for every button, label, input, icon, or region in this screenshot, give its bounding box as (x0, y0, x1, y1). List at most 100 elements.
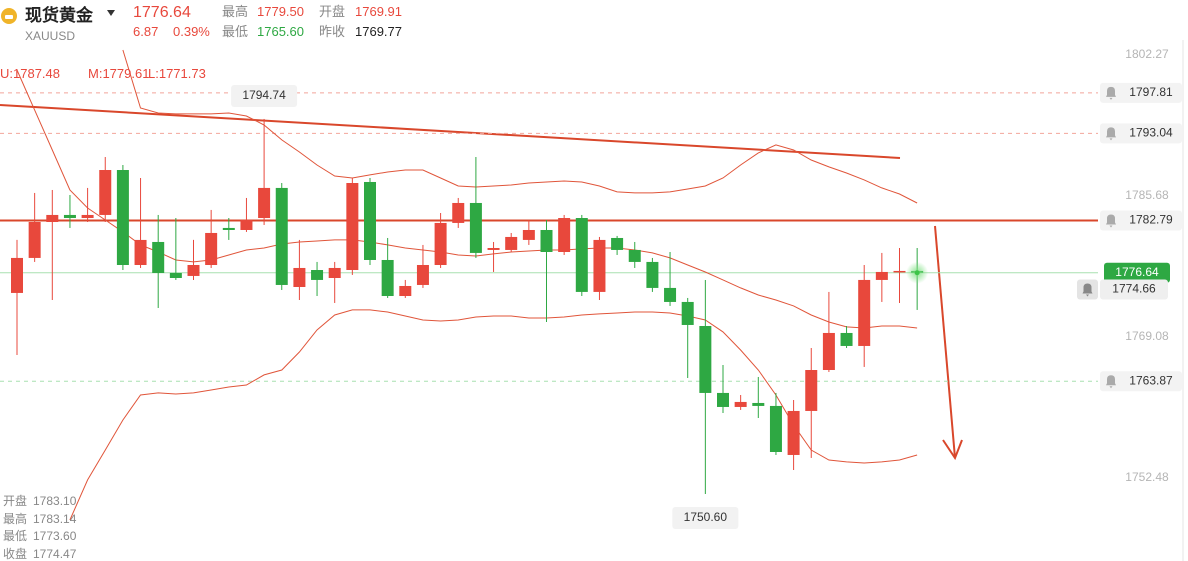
alert-bell (1106, 375, 1116, 389)
current-price-dot (914, 270, 920, 276)
bollinger-band (122, 49, 918, 204)
ohlc-label: 最低 (3, 529, 28, 543)
forecast-arrow (934, 225, 963, 461)
alert-bell (1082, 283, 1093, 297)
annotation-box (672, 506, 739, 529)
open-label: 开盘 (319, 4, 346, 19)
boll-middle: M:1779.61 (88, 66, 150, 81)
candle (840, 325, 853, 349)
candle-body (858, 279, 871, 346)
candle-body (452, 202, 465, 223)
boll-upper: U:1787.48 (0, 66, 60, 81)
candle (258, 118, 271, 225)
ohlc-label: 开盘 (3, 494, 28, 508)
candle (275, 183, 288, 290)
high-value: 1779.50 (257, 4, 304, 19)
candle (522, 219, 535, 245)
price-line-label: 1782.79 (1129, 213, 1173, 227)
candle-body (28, 222, 41, 258)
low-label: 最低 (222, 24, 249, 39)
price-line-label: 1763.87 (1129, 373, 1173, 387)
candle (416, 244, 429, 288)
candle-body (399, 285, 412, 297)
candle (699, 279, 712, 494)
price-line-label: 1793.04 (1129, 126, 1173, 140)
candle-body (734, 401, 747, 407)
candle (752, 376, 765, 419)
candle (681, 297, 694, 378)
candle-body (275, 187, 288, 285)
high-label: 最高 (222, 4, 249, 19)
candle (628, 241, 641, 268)
candle (611, 235, 624, 255)
candle (364, 177, 376, 265)
boll-lower: L:1771.73 (148, 66, 206, 81)
instrument-symbol: XAUUSD (25, 29, 76, 43)
candle-body (893, 270, 906, 273)
dropdown-arrow[interactable] (107, 10, 115, 16)
candle-body (205, 232, 218, 265)
candle (858, 264, 871, 367)
candle (452, 197, 465, 228)
candle-body (258, 187, 271, 219)
annotation-label: 1750.60 (684, 510, 728, 524)
candle (205, 209, 218, 268)
candle (805, 348, 818, 458)
candle-body (187, 264, 200, 276)
candle (293, 239, 306, 300)
candle (487, 241, 500, 272)
candle (240, 197, 253, 232)
candle-body (487, 248, 500, 250)
candle-body (540, 229, 553, 252)
candle-body (134, 239, 147, 265)
candle-body (575, 218, 588, 292)
candle (346, 177, 359, 275)
price-line-box (1100, 279, 1168, 300)
current-price-label: 1776.64 (1115, 265, 1159, 279)
candle (787, 399, 800, 471)
ohlc-label: 收盘 (3, 546, 28, 561)
candle-body (311, 270, 324, 280)
low-value: 1765.60 (257, 24, 304, 39)
current-price-box (1104, 262, 1170, 283)
annotation-box (231, 84, 298, 107)
candle-body (805, 370, 818, 411)
candle (664, 251, 677, 306)
bollinger-band (16, 69, 918, 329)
candle (469, 157, 482, 258)
ohlc-value: 1773.60 (33, 529, 77, 543)
candle (99, 157, 112, 223)
alert-bell (1106, 214, 1116, 228)
candle (328, 261, 341, 303)
candle-body (664, 287, 677, 302)
candle-body (240, 219, 253, 230)
candle-body (328, 267, 341, 278)
candle-body (364, 181, 376, 260)
candle (593, 236, 606, 300)
candle-body (840, 332, 853, 346)
open-value: 1769.91 (355, 4, 402, 19)
candle-body (152, 241, 165, 273)
candle (63, 194, 76, 228)
y-tick-label: 1752.48 (1125, 470, 1169, 484)
candle (575, 214, 588, 297)
candle (381, 237, 394, 298)
prev-close-value: 1769.77 (355, 24, 402, 39)
y-tick-label: 1769.08 (1125, 329, 1169, 343)
instrument-name: 现货黄金 (25, 6, 93, 25)
candle-body (169, 272, 182, 278)
candle (822, 291, 835, 372)
candle-body (505, 236, 518, 250)
candle (540, 219, 553, 323)
price-change: 6.87 (133, 24, 159, 39)
candle-body (522, 229, 535, 240)
candle-body (699, 325, 712, 393)
candle (734, 394, 747, 410)
prev-close-label: 昨收 (319, 24, 346, 39)
candle-body (434, 222, 447, 265)
candle (399, 279, 412, 298)
candle-body (293, 267, 306, 287)
candle-body (99, 170, 112, 215)
candle (434, 212, 447, 268)
